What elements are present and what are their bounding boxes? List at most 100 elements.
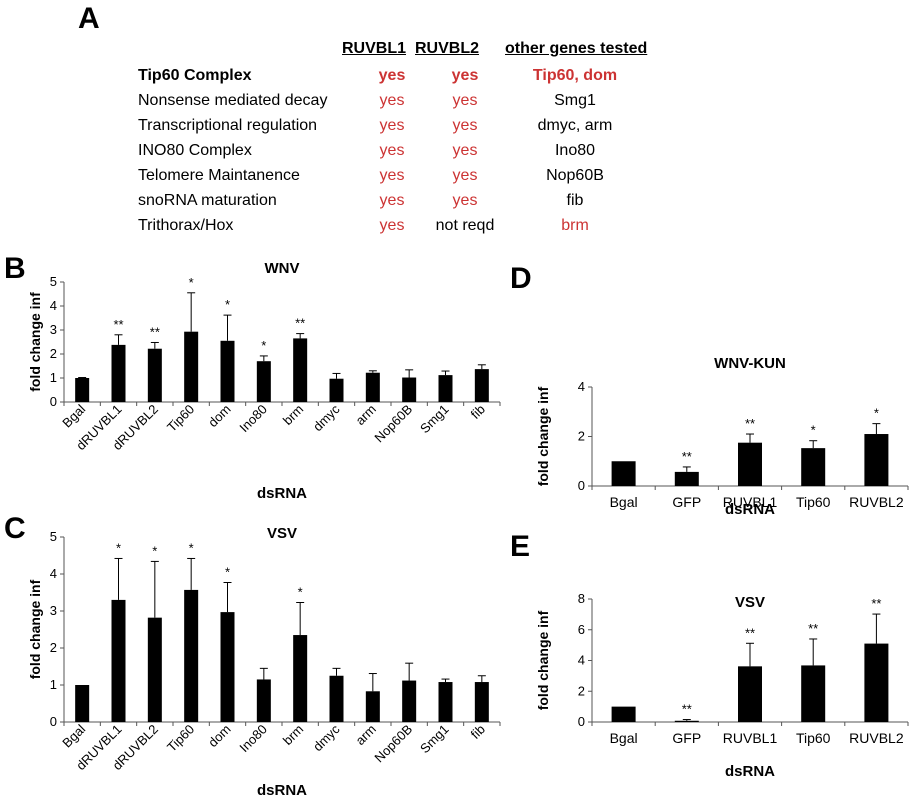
table-cell-ruvbl1: yes (379, 142, 405, 159)
bar-ruvbl1 (738, 666, 762, 722)
bar-brm (293, 338, 308, 402)
significance-label: * (874, 406, 879, 421)
category-label: Smg1 (417, 402, 452, 437)
y-axis-label: fold change inf (535, 610, 551, 710)
bar-nop60b (402, 680, 417, 722)
bar-ruvbl2 (864, 643, 889, 722)
y-axis-label: fold change inf (535, 386, 551, 486)
bar-bgal (75, 378, 90, 402)
category-label: Bgal (610, 494, 638, 510)
table-cell-ruvbl2: yes (452, 92, 478, 109)
y-tick-label: 8 (578, 591, 585, 606)
significance-label: ** (808, 621, 818, 636)
pathway-table: RUVBL1 RUVBL2 other genes tested Tip60 C… (130, 40, 690, 250)
table-cell-ruvbl2: yes (452, 142, 478, 159)
y-tick-label: 4 (50, 298, 57, 313)
bar-bgal (611, 461, 636, 486)
bar-smg1 (438, 682, 453, 722)
chart-title: WNV (265, 260, 300, 277)
table-cell-ruvbl1: yes (379, 92, 405, 109)
y-tick-label: 2 (50, 640, 57, 655)
table-cell-pathway: snoRNA maturation (138, 192, 277, 209)
category-label: RUVBL2 (849, 730, 904, 746)
table-cell-pathway: Telomere Maintanence (138, 167, 300, 184)
category-label: Tip60 (164, 722, 197, 755)
y-tick-label: 3 (50, 322, 57, 337)
significance-label: * (225, 297, 230, 312)
table-cell-ruvbl2: not reqd (435, 217, 495, 234)
category-label: Nop60B (371, 722, 415, 766)
bar-druvbl2 (147, 617, 162, 722)
table-cell-ruvbl2: yes (452, 167, 478, 184)
chart-panel-e: 0 2 4 6 8 Bgal ** GFP ** RUVBL1 ** Tip60 ** RUVBL2 VSV… (535, 591, 909, 780)
bar-druvbl1 (111, 599, 126, 722)
category-label: RUVBL1 (723, 494, 778, 510)
bar-druvbl1 (111, 344, 126, 402)
x-axis-label: dsRNA (725, 763, 775, 780)
bar-gfp (674, 720, 699, 722)
y-tick-label: 6 (578, 622, 585, 637)
table-cell-ruvbl2: yes (451, 67, 479, 84)
bar-ino80 (256, 679, 271, 722)
category-label: RUVBL2 (849, 494, 904, 510)
bar-ruvbl1 (738, 442, 762, 486)
table-cell-ruvbl1: yes (379, 192, 405, 209)
category-label: Ino80 (236, 722, 270, 756)
panel-letter-b: B (4, 252, 26, 285)
table-header-ruvbl2: RUVBL2 (415, 40, 480, 57)
bar-tip60 (184, 589, 199, 722)
y-tick-label: 2 (578, 683, 585, 698)
chart-title: VSV (267, 525, 297, 542)
table-cell-other-genes: Nop60B (546, 167, 604, 184)
y-tick-label: 2 (50, 346, 57, 361)
significance-label: ** (150, 324, 160, 339)
y-tick-label: 0 (50, 714, 57, 729)
panel-letter-d: D (510, 262, 532, 295)
category-label: dmyc (310, 721, 343, 754)
category-label: GFP (672, 730, 701, 746)
bar-dom (220, 612, 235, 722)
bar-bgal (611, 706, 636, 722)
table-cell-other-genes: fib (566, 192, 584, 209)
significance-label: ** (871, 596, 881, 611)
category-label: Tip60 (796, 730, 831, 746)
table-header-ruvbl1: RUVBL1 (342, 40, 407, 57)
y-tick-label: 5 (50, 529, 57, 544)
chart-panel-b: 012345Bgal**dRUVBL1**dRUVBL2*Tip60*dom*I… (27, 260, 501, 502)
bar-brm (293, 635, 308, 722)
significance-label: * (811, 423, 816, 438)
significance-label: * (189, 275, 194, 290)
panel-letter-a: A (78, 2, 100, 35)
chart-panel-d: 0 2 4 Bgal ** GFP ** RUVBL1 * Tip60 * RUVBL2 WNV-KUN… (535, 355, 909, 518)
table-cell-pathway: Trithorax/Hox (138, 217, 234, 234)
category-label: brm (280, 722, 306, 748)
table-cell-pathway: Nonsense mediated decay (138, 92, 328, 109)
y-tick-label: 3 (50, 603, 57, 618)
bar-druvbl2 (147, 348, 162, 402)
chart-title: VSV (735, 594, 765, 611)
table-cell-other-genes: brm (561, 217, 589, 234)
x-axis-label: dsRNA (725, 501, 775, 518)
bar-arm (365, 372, 380, 402)
bar-tip60 (801, 448, 826, 486)
y-tick-label: 4 (50, 566, 57, 581)
bar-bgal (75, 685, 90, 722)
bar-arm (365, 691, 380, 722)
bar-fib (474, 682, 489, 722)
bar-ruvbl2 (864, 434, 889, 486)
significance-label: * (225, 565, 230, 580)
significance-label: ** (295, 316, 305, 331)
table-cell-ruvbl1: yes (378, 67, 406, 84)
table-row: Transcriptional regulation yes yes dmyc, ar… (130, 117, 690, 141)
y-tick-label: 1 (50, 370, 57, 385)
category-label: Nop60B (371, 402, 415, 446)
table-row: Nonsense mediated decay yes yes Smg1 (130, 92, 690, 116)
bar-smg1 (438, 375, 453, 402)
significance-label: * (152, 543, 157, 558)
table-row: INO80 Complex yes yes Ino80 (130, 142, 690, 166)
table-cell-ruvbl2: yes (452, 192, 478, 209)
table-cell-pathway: Transcriptional regulation (138, 117, 318, 134)
table-row: Trithorax/Hox yes not reqd brm (130, 217, 690, 241)
